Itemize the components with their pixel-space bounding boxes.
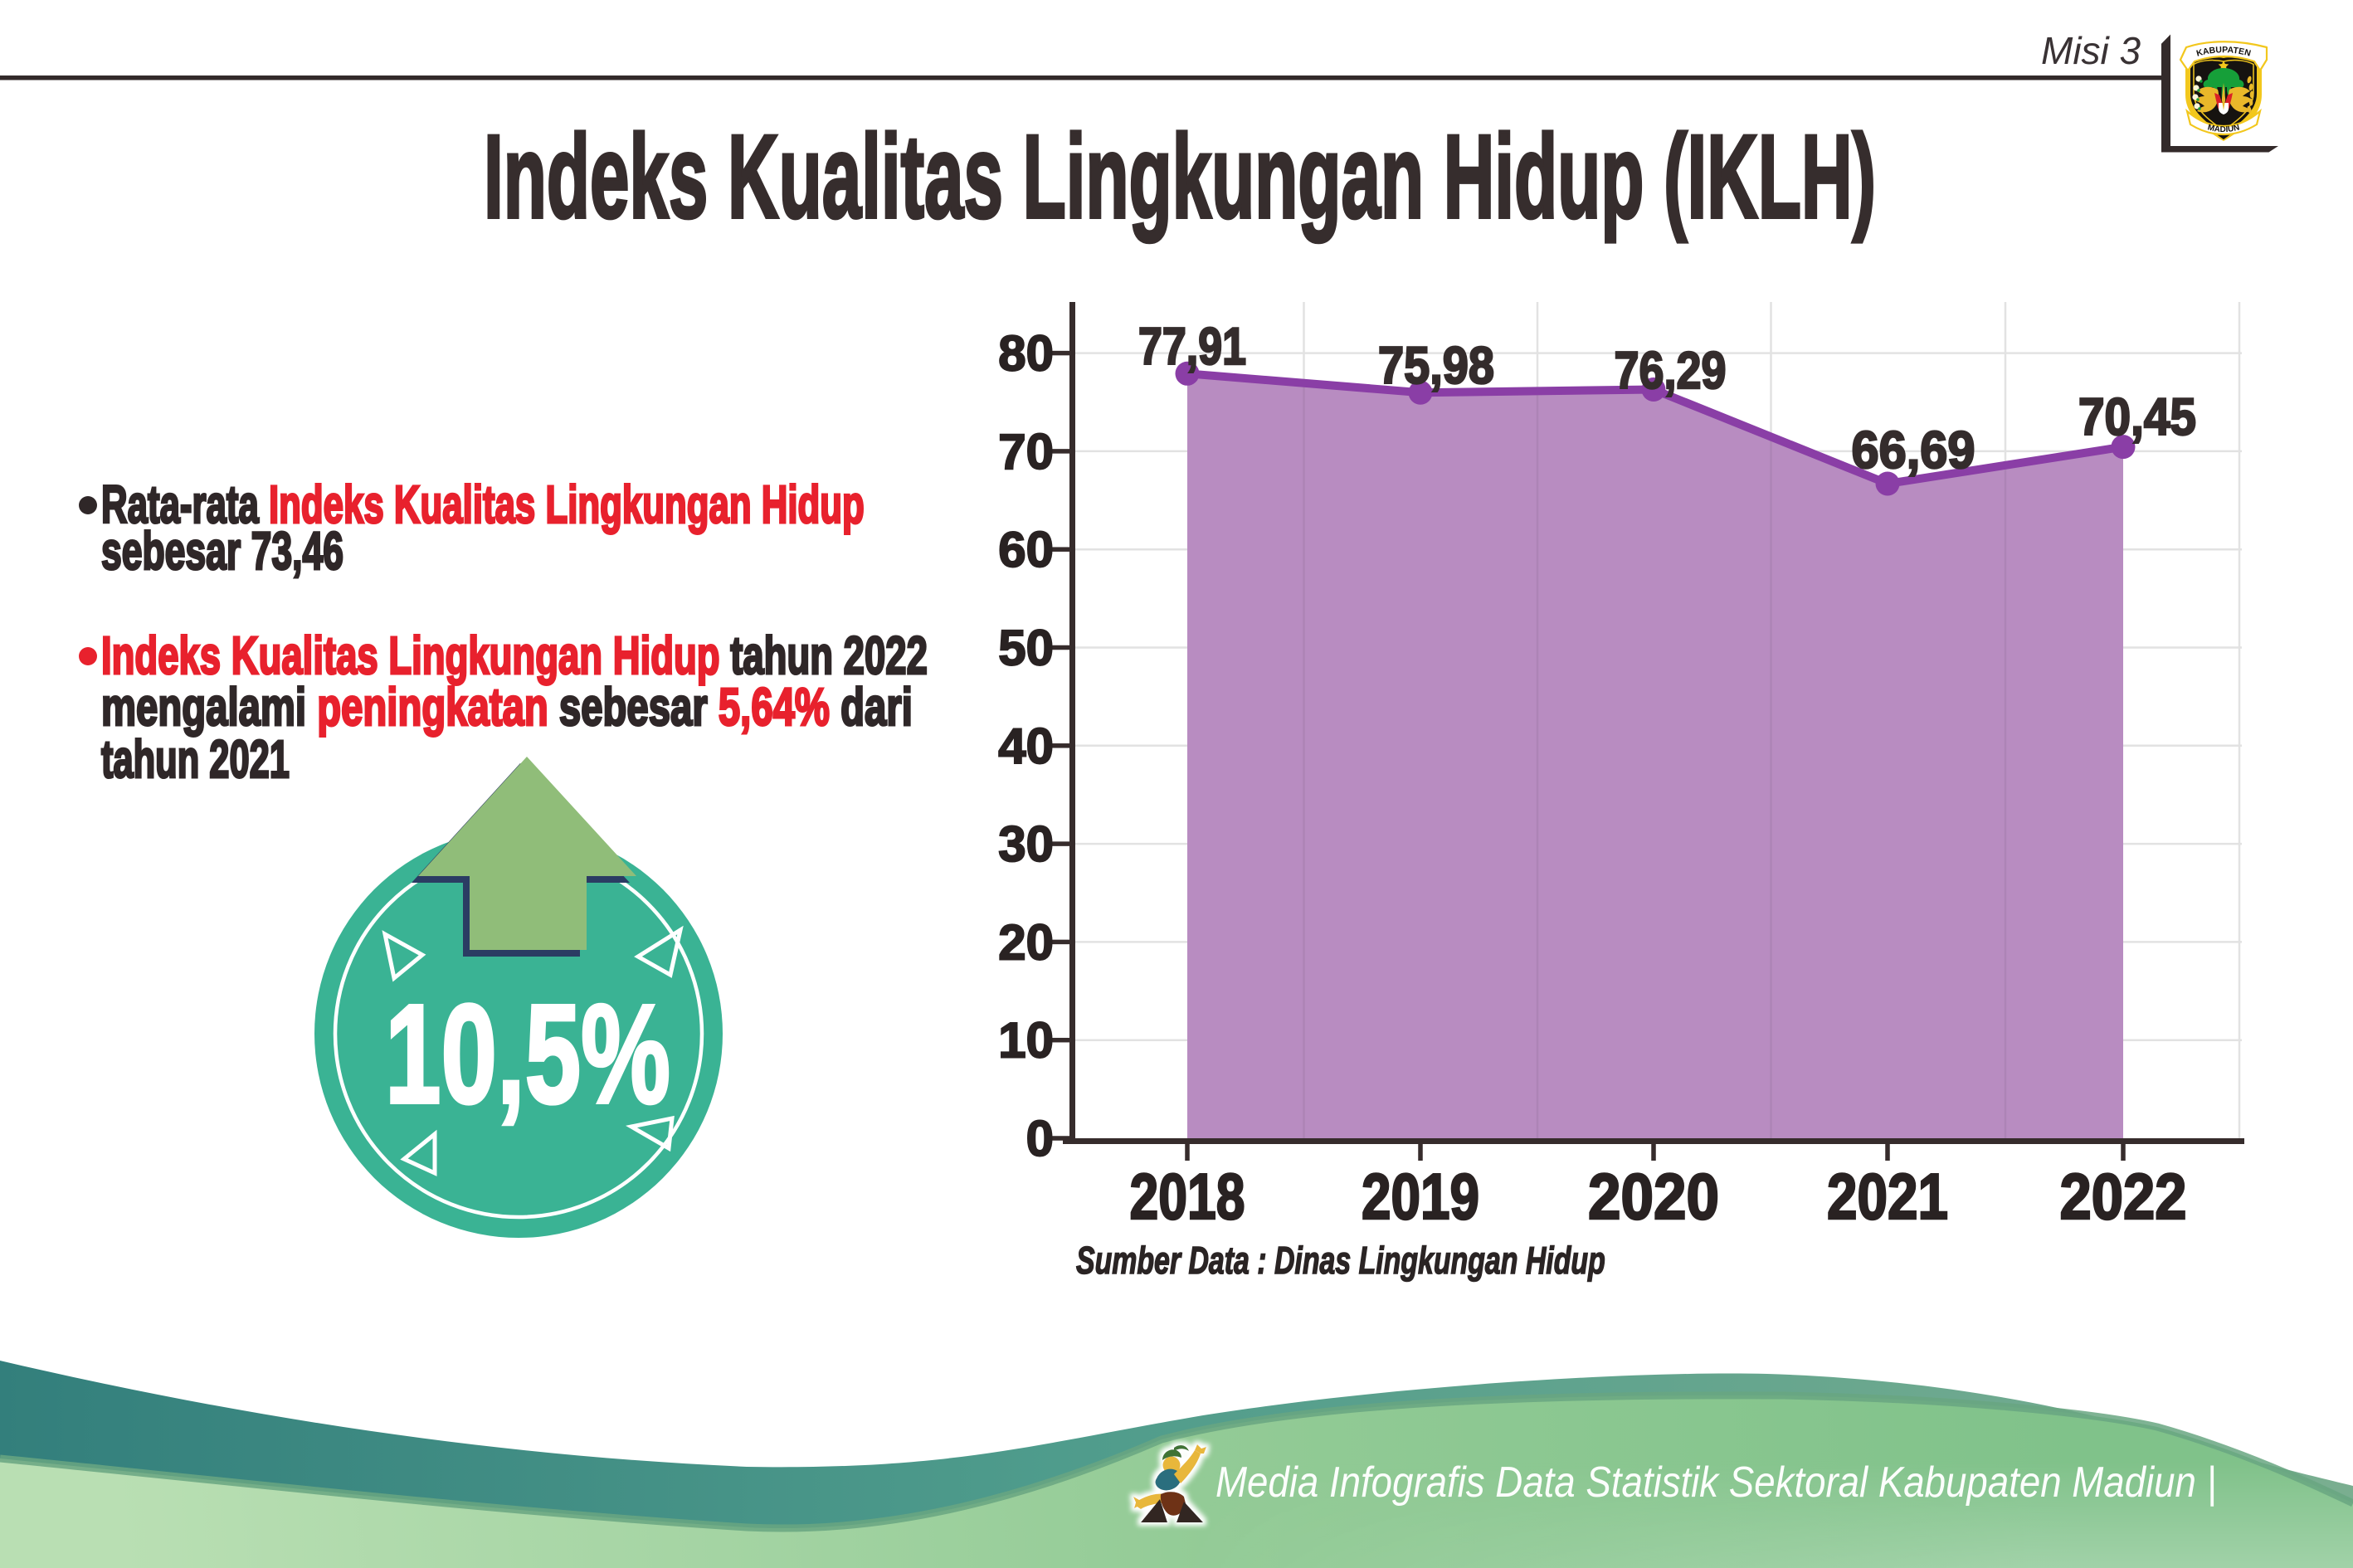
- svg-text:30: 30: [998, 816, 1054, 872]
- svg-text:10: 10: [998, 1013, 1054, 1069]
- svg-text:66,69: 66,69: [1851, 421, 1975, 479]
- svg-text:2019: 2019: [1362, 1161, 1479, 1234]
- svg-text:Media Infografis Data Statisti: Media Infografis Data Statistik Sektoral…: [1215, 1458, 2216, 1506]
- svg-text:MADIUN: MADIUN: [2207, 123, 2241, 134]
- svg-text:0: 0: [1026, 1111, 1054, 1166]
- svg-text:50: 50: [998, 621, 1054, 676]
- svg-text:77,91: 77,91: [1138, 318, 1246, 376]
- svg-text:20: 20: [998, 914, 1054, 970]
- svg-text:2022: 2022: [2060, 1160, 2187, 1233]
- svg-text:2020: 2020: [1588, 1160, 1719, 1233]
- svg-text:70: 70: [998, 424, 1054, 480]
- svg-text:60: 60: [998, 522, 1054, 577]
- svg-text:sebesar 73,46: sebesar 73,46: [101, 521, 343, 581]
- svg-text:Indeks Kualitas Lingkungan Hid: Indeks Kualitas Lingkungan Hidup tahun 2…: [101, 626, 928, 684]
- svg-text:KABUPATEN: KABUPATEN: [2195, 45, 2252, 59]
- svg-text:75,98: 75,98: [1378, 336, 1494, 395]
- svg-text:Indeks Kualitas Lingkungan Hid: Indeks Kualitas Lingkungan Hidup (IKLH): [484, 110, 1876, 242]
- svg-text:Sumber Data : Dinas Lingkungan: Sumber Data : Dinas Lingkungan Hidup: [1076, 1239, 1605, 1282]
- svg-text:Misi 3: Misi 3: [2041, 29, 2141, 72]
- svg-text:tahun 2021: tahun 2021: [101, 728, 290, 789]
- svg-text:2018: 2018: [1130, 1160, 1245, 1232]
- svg-text:76,29: 76,29: [1614, 342, 1726, 400]
- svg-text:Rata-rata Indeks Kualitas Ling: Rata-rata Indeks Kualitas Lingkungan Hid…: [101, 475, 865, 534]
- svg-text:40: 40: [998, 718, 1054, 774]
- svg-text:mengalami peningkatan sebesar: mengalami peningkatan sebesar 5,64% dari: [101, 677, 913, 737]
- svg-text:2021: 2021: [1827, 1161, 1948, 1234]
- svg-text:10,5%: 10,5%: [385, 976, 670, 1133]
- svg-text:70,45: 70,45: [2078, 387, 2196, 446]
- svg-text:80: 80: [998, 326, 1054, 382]
